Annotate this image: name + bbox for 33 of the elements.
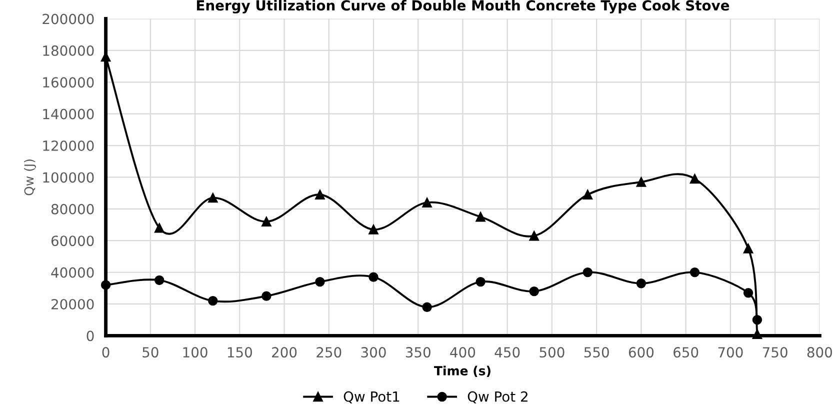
x-tick-label: 500 xyxy=(540,347,564,358)
x-tick-label: 600 xyxy=(628,347,654,358)
y-tick-label: 80000 xyxy=(51,204,94,214)
x-tick-label: 750 xyxy=(762,347,788,358)
y-tick-label: 20000 xyxy=(52,298,94,310)
x-tick-label: 350 xyxy=(406,347,430,358)
chart-title: Energy Utilization Curve of Double Mouth Concrete Type Cook Stove xyxy=(196,0,730,14)
x-tick-label: 50 xyxy=(142,347,158,358)
y-tick-label: 140000 xyxy=(43,108,94,120)
x-tick-label: 650 xyxy=(674,347,698,358)
x-tick-label: 250 xyxy=(316,347,342,358)
x-tick-label: 400 xyxy=(450,347,476,358)
legend-label: Qw Pot 2 xyxy=(468,391,528,404)
x-tick-label: 700 xyxy=(718,347,743,358)
y-tick-label: 120000 xyxy=(43,140,94,152)
y-tick-label: 0 xyxy=(86,330,94,342)
x-tick-label: 200 xyxy=(272,347,297,358)
y-tick-label: 200000 xyxy=(42,14,94,24)
y-tick-label: 40000 xyxy=(51,267,94,278)
y-axis-title: Qw (J) xyxy=(24,160,36,196)
x-tick-label: 800 xyxy=(807,347,832,358)
x-tick-label: 300 xyxy=(361,347,386,358)
y-tick-label: 160000 xyxy=(43,77,94,88)
x-tick-label: 450 xyxy=(494,347,520,358)
x-tick-label: 0 xyxy=(102,347,110,358)
x-tick-label: 150 xyxy=(228,347,252,358)
y-tick-label: 60000 xyxy=(51,236,94,246)
legend-label: Qw Pot1 xyxy=(344,391,400,404)
x-axis-title: Time (s) xyxy=(434,366,490,377)
x-tick-label: 550 xyxy=(584,347,609,358)
x-tick-label: 100 xyxy=(183,347,208,358)
y-tick-label: 180000 xyxy=(43,45,94,56)
y-tick-label: 100000 xyxy=(43,172,94,183)
